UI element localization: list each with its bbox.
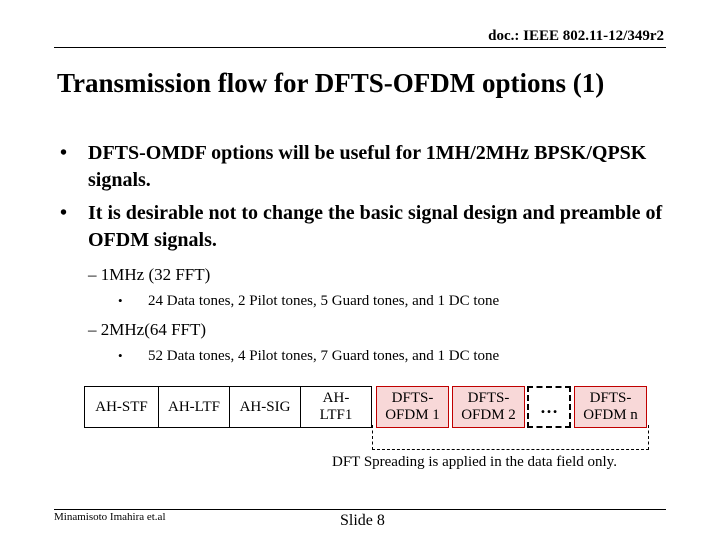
header-rule — [54, 47, 666, 48]
bullet-item: • DFTS-OMDF options will be useful for 1… — [60, 140, 680, 194]
bullet-list: • DFTS-OMDF options will be useful for 1… — [60, 140, 680, 260]
field-ah-stf: AH-STF — [84, 386, 159, 428]
slide-title: Transmission flow for DFTS-OFDM options … — [57, 68, 605, 98]
field-dfts-ofdm-1: DFTS- OFDM 1 — [376, 386, 449, 428]
bullet-text: DFTS-OMDF options will be useful for 1MH… — [88, 142, 647, 191]
field-dfts-ofdm-n: DFTS- OFDM n — [574, 386, 647, 428]
bullet-dot: • — [60, 142, 68, 164]
field-label: DFTS- OFDM n — [583, 390, 638, 423]
tone-detail-2mhz: 52 Data tones, 4 Pilot tones, 7 Guard to… — [148, 348, 500, 364]
sub-sub-item: • 52 Data tones, 4 Pilot tones, 7 Guard … — [118, 348, 500, 365]
sub-sub-item: • 24 Data tones, 2 Pilot tones, 5 Guard … — [118, 293, 500, 310]
bullet-dot: • — [118, 348, 123, 363]
dft-note: DFT Spreading is applied in the data fie… — [332, 454, 617, 470]
field-label: DFTS- OFDM 1 — [385, 390, 440, 423]
field-ellipsis: … — [527, 386, 571, 428]
data-field-bracket — [372, 425, 649, 450]
tone-detail-1mhz: 24 Data tones, 2 Pilot tones, 5 Guard to… — [148, 293, 500, 309]
field-label: AH-LTF — [168, 398, 220, 415]
bullet-text: It is desirable not to change the basic … — [88, 202, 663, 251]
sub-item-2mhz: – 2MHz(64 FFT) — [88, 320, 207, 339]
field-label: AH- LTF1 — [319, 390, 353, 423]
field-dfts-ofdm-2: DFTS- OFDM 2 — [452, 386, 525, 428]
field-label: DFTS- OFDM 2 — [461, 390, 516, 423]
field-label: AH-STF — [95, 398, 148, 415]
slide-number: Slide 8 — [340, 512, 385, 529]
bullet-dot: • — [60, 202, 68, 224]
bullet-dot: • — [118, 293, 123, 308]
field-ah-sig: AH-SIG — [229, 386, 301, 428]
field-ah-ltf1: AH- LTF1 — [300, 386, 372, 428]
field-label: AH-SIG — [239, 398, 291, 415]
document-id: doc.: IEEE 802.11-12/349r2 — [488, 28, 664, 44]
ellipsis-label: … — [540, 396, 558, 417]
sub-item-1mhz: – 1MHz (32 FFT) — [88, 265, 211, 284]
field-ah-ltf: AH-LTF — [158, 386, 230, 428]
footer-rule — [54, 509, 666, 510]
bullet-item: • It is desirable not to change the basi… — [60, 200, 680, 254]
footer-author: Minamisoto Imahira et.al — [54, 511, 166, 523]
